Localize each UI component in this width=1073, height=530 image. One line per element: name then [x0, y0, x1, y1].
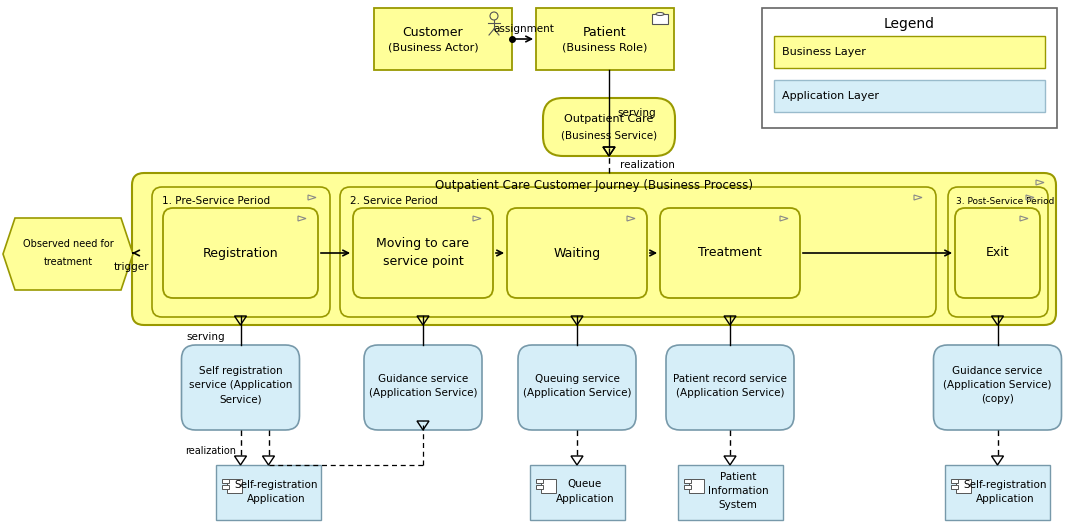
Bar [945, 465, 1050, 520]
FancyBboxPatch shape [353, 208, 493, 298]
Bar [222, 485, 229, 489]
Bar [652, 14, 668, 24]
Text: (copy): (copy) [981, 394, 1014, 404]
Bar [535, 485, 543, 489]
FancyBboxPatch shape [132, 173, 1056, 325]
Text: Information: Information [708, 485, 768, 496]
Text: assignment: assignment [494, 24, 555, 34]
Text: realization: realization [619, 160, 675, 170]
Text: (Business Service): (Business Service) [561, 131, 657, 141]
Text: Outpatient Care Customer Journey (Business Process): Outpatient Care Customer Journey (Busine… [435, 180, 753, 192]
Bar [222, 479, 229, 483]
Text: treatment: treatment [43, 257, 92, 267]
Text: serving: serving [618, 108, 657, 118]
FancyBboxPatch shape [508, 208, 647, 298]
FancyBboxPatch shape [163, 208, 318, 298]
Text: Application: Application [976, 493, 1034, 503]
Text: Exit: Exit [986, 246, 1010, 260]
Text: (Application Service): (Application Service) [943, 381, 1052, 391]
Text: 1. Pre-Service Period: 1. Pre-Service Period [162, 196, 270, 206]
FancyBboxPatch shape [518, 345, 636, 430]
FancyBboxPatch shape [949, 187, 1048, 317]
Text: Service): Service) [219, 394, 262, 404]
Text: Guidance service: Guidance service [378, 375, 468, 384]
FancyBboxPatch shape [364, 345, 482, 430]
Text: Treatment: Treatment [699, 246, 762, 260]
FancyBboxPatch shape [181, 345, 299, 430]
Text: Patient: Patient [720, 472, 756, 481]
Text: 3. Post-Service Period: 3. Post-Service Period [956, 197, 1055, 206]
Bar [227, 479, 242, 493]
Bar [529, 465, 624, 520]
Text: serving: serving [187, 332, 225, 342]
Bar [762, 8, 1057, 128]
Text: Registration: Registration [203, 246, 278, 260]
Text: Business Layer: Business Layer [782, 47, 866, 57]
Text: Self-registration: Self-registration [964, 480, 1047, 490]
Bar [684, 479, 691, 483]
Text: 2. Service Period: 2. Service Period [350, 196, 438, 206]
Text: Queue: Queue [568, 480, 602, 490]
Text: Patient: Patient [584, 25, 627, 39]
Bar [677, 465, 782, 520]
Text: realization: realization [185, 446, 236, 456]
FancyBboxPatch shape [543, 98, 675, 156]
FancyBboxPatch shape [340, 187, 936, 317]
Bar [216, 465, 321, 520]
Bar [374, 8, 512, 70]
FancyBboxPatch shape [955, 208, 1040, 298]
Text: (Application Service): (Application Service) [676, 388, 784, 399]
Text: (Business Role): (Business Role) [562, 43, 648, 53]
FancyBboxPatch shape [666, 345, 794, 430]
Bar [951, 485, 958, 489]
Text: Patient record service: Patient record service [673, 375, 787, 384]
Bar [689, 479, 704, 493]
Text: Application Layer: Application Layer [782, 91, 879, 101]
Text: Observed need for: Observed need for [23, 239, 114, 249]
Text: System: System [719, 499, 758, 509]
Polygon shape [3, 218, 133, 290]
Bar [951, 479, 958, 483]
Bar [535, 479, 543, 483]
Text: Queuing service: Queuing service [534, 375, 619, 384]
Text: (Application Service): (Application Service) [523, 388, 631, 399]
Text: (Business Actor): (Business Actor) [387, 43, 479, 53]
Bar [956, 479, 971, 493]
Text: Application: Application [556, 493, 615, 503]
Text: service (Application: service (Application [189, 381, 292, 391]
Text: (Application Service): (Application Service) [369, 388, 477, 399]
Text: Self-registration: Self-registration [235, 480, 319, 490]
Bar [774, 80, 1045, 112]
Text: trigger: trigger [114, 262, 149, 272]
Text: Moving to care: Moving to care [377, 236, 470, 250]
FancyBboxPatch shape [660, 208, 800, 298]
Bar [541, 479, 556, 493]
Bar [684, 485, 691, 489]
Bar [536, 8, 674, 70]
Text: Self registration: Self registration [199, 367, 282, 376]
Text: Waiting: Waiting [554, 246, 601, 260]
Text: service point: service point [383, 254, 464, 268]
FancyBboxPatch shape [934, 345, 1061, 430]
Text: Customer: Customer [402, 25, 464, 39]
Text: Outpatient Care: Outpatient Care [564, 114, 653, 124]
Text: Guidance service: Guidance service [953, 367, 1043, 376]
Text: Application: Application [247, 493, 306, 503]
Bar [774, 36, 1045, 68]
FancyBboxPatch shape [152, 187, 330, 317]
Text: Legend: Legend [884, 17, 935, 31]
Ellipse shape [656, 13, 664, 15]
